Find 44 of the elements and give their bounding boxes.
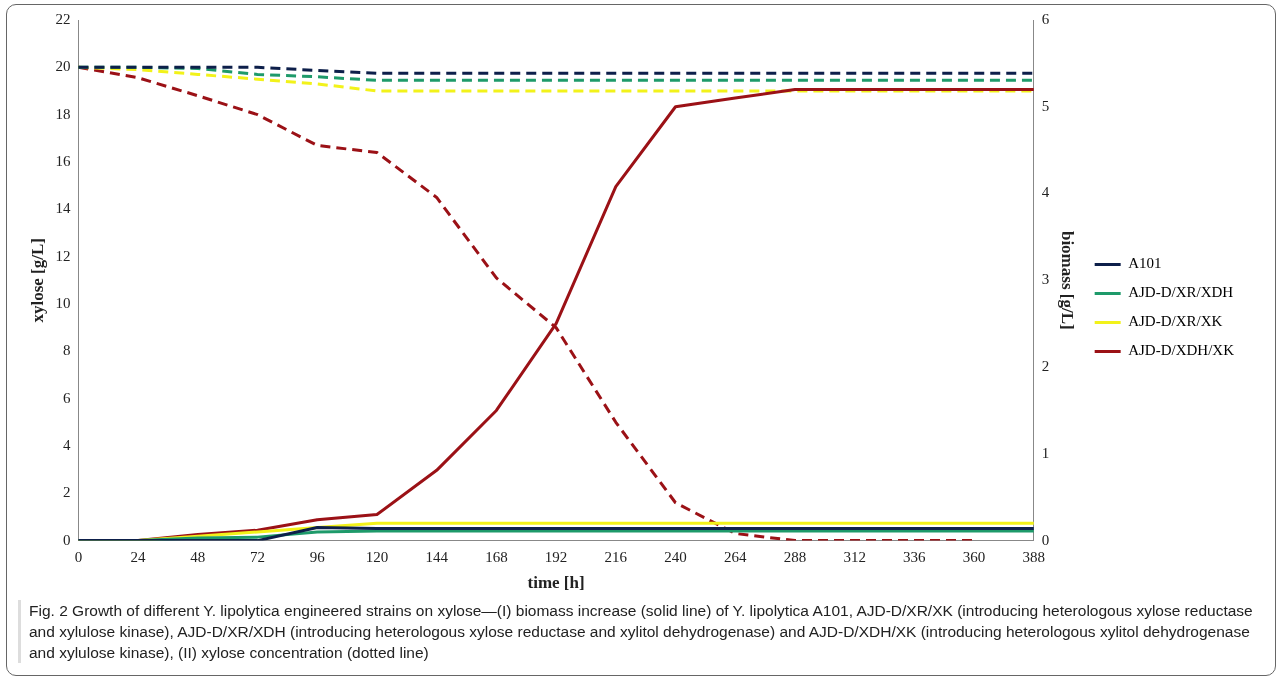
y2-tick-label: 3 xyxy=(1041,271,1050,288)
x-tick-label: 312 xyxy=(843,548,866,565)
y-tick-label: 0 xyxy=(62,531,71,548)
x-tick-label: 216 xyxy=(604,548,628,565)
legend-label: AJD-D/XR/XDH xyxy=(1128,284,1234,301)
x-tick-label: 0 xyxy=(74,548,83,565)
y-tick-label: 2 xyxy=(62,484,71,501)
y2-tick-label: 2 xyxy=(1041,358,1050,374)
y-axis-title: xylose [g/L] xyxy=(27,238,47,323)
x-tick-label: 288 xyxy=(783,548,807,565)
x-tick-label: 24 xyxy=(130,548,147,565)
y2-tick-label: 4 xyxy=(1041,184,1050,201)
caption: Fig. 2 Growth of different Y. lipolytica engineered strains on xylose—(I) biomass increase (solid line) of Y. lipolytica A101, AJD-D/XR/XK (introducing heterologous xylose reductase and xylulose kinase), AJD-D/XR/XDH (introducing heterologous xylose reductase and xylitol dehydrogenase) and AJD-D/XDH/XK (introducing heterologous xylitol dehydrogenase and xylulose kinase), (II) xylose concentration (dotted line) xyxy=(29,601,1254,663)
x-tick-label: 360 xyxy=(962,548,986,565)
x-tick-label: 72 xyxy=(250,548,266,565)
x-tick-label: 336 xyxy=(903,548,927,565)
x-tick-label: 192 xyxy=(544,548,568,565)
legend-label: AJD-D/XR/XK xyxy=(1128,313,1223,330)
y2-tick-label: 0 xyxy=(1041,531,1050,548)
x-tick-label: 144 xyxy=(425,548,449,565)
y-tick-label: 20 xyxy=(55,58,71,75)
x-tick-label: 96 xyxy=(309,548,326,565)
x-tick-label: 388 xyxy=(1022,548,1046,565)
y-tick-label: 18 xyxy=(55,105,71,122)
y2-tick-label: 5 xyxy=(1041,97,1050,114)
x-tick-label: 48 xyxy=(190,548,206,565)
x-tick-label: 120 xyxy=(365,548,389,565)
y2-tick-label: 6 xyxy=(1041,10,1050,27)
y-tick-label: 6 xyxy=(62,389,71,406)
y2-tick-label: 1 xyxy=(1041,444,1050,461)
x-tick-label: 264 xyxy=(723,548,747,565)
y-tick-label: 12 xyxy=(55,247,71,264)
y-tick-label: 14 xyxy=(55,200,71,217)
x-axis-title: time [h] xyxy=(527,573,585,593)
y-tick-label: 10 xyxy=(55,294,71,311)
x-tick-label: 168 xyxy=(485,548,508,565)
y-tick-label: 22 xyxy=(55,10,71,27)
x-tick-label: 240 xyxy=(664,548,687,565)
y-tick-label: 4 xyxy=(62,436,71,453)
legend-label: A101 xyxy=(1128,255,1162,272)
legend-label: AJD-D/XDH/XK xyxy=(1128,342,1235,359)
y-tick-label: 8 xyxy=(62,342,71,359)
y-tick-label: 16 xyxy=(55,152,71,169)
y2-axis-title: biomass [g/L] xyxy=(1058,230,1078,330)
